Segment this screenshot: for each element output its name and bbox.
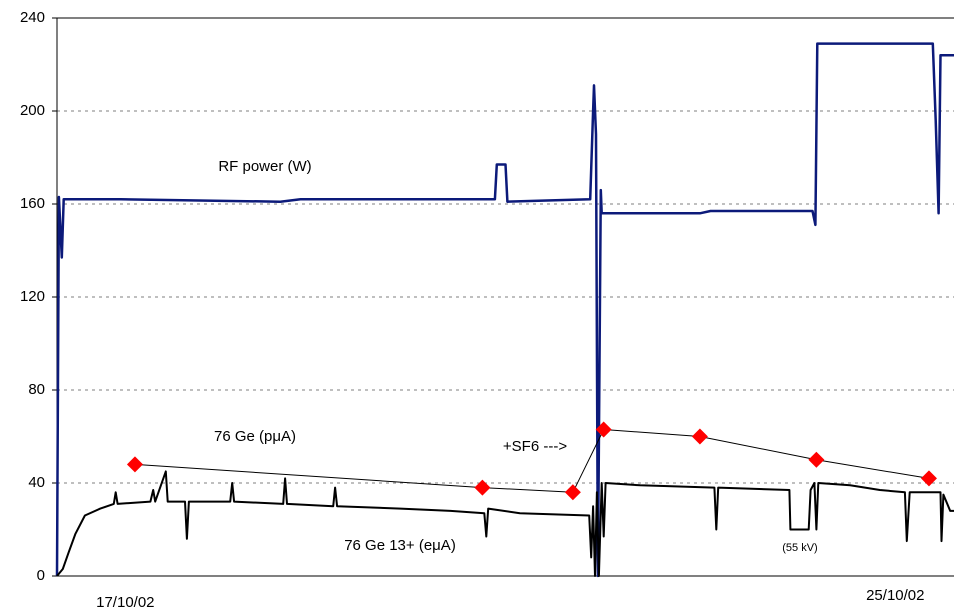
marker — [126, 456, 143, 473]
y-tick-label: 120 — [20, 288, 45, 305]
x-tick-label: 25/10/02 — [866, 587, 924, 604]
annotation: (55 kV) — [782, 542, 817, 554]
series-line — [55, 42, 954, 578]
marker — [595, 421, 612, 438]
y-tick-label: 240 — [20, 9, 45, 26]
y-tick-label: 80 — [28, 381, 45, 398]
marker — [474, 479, 491, 496]
y-tick-label: 160 — [20, 195, 45, 212]
series-label: RF power (W) — [218, 158, 311, 175]
x-tick-label: 17/10/02 — [96, 594, 154, 611]
series-label: 76 Ge 13+ (eμA) — [344, 537, 456, 554]
y-tick-label: 200 — [20, 102, 45, 119]
marker — [920, 470, 937, 487]
marker — [691, 428, 708, 445]
series-label: 76 Ge (pμA) — [214, 428, 296, 445]
marker — [808, 451, 825, 468]
series-line — [56, 470, 954, 577]
y-tick-label: 0 — [37, 567, 45, 584]
y-tick-label: 40 — [28, 474, 45, 491]
annotation: +SF6 ---> — [503, 438, 567, 455]
marker — [564, 484, 581, 501]
